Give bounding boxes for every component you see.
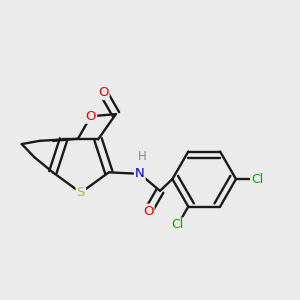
Text: Cl: Cl <box>251 172 263 186</box>
Text: O: O <box>98 86 109 99</box>
Text: N: N <box>135 167 145 180</box>
Text: O: O <box>143 205 154 218</box>
Text: H: H <box>138 150 146 163</box>
Text: Cl: Cl <box>172 218 184 232</box>
Text: O: O <box>86 110 96 123</box>
Text: S: S <box>76 186 85 199</box>
